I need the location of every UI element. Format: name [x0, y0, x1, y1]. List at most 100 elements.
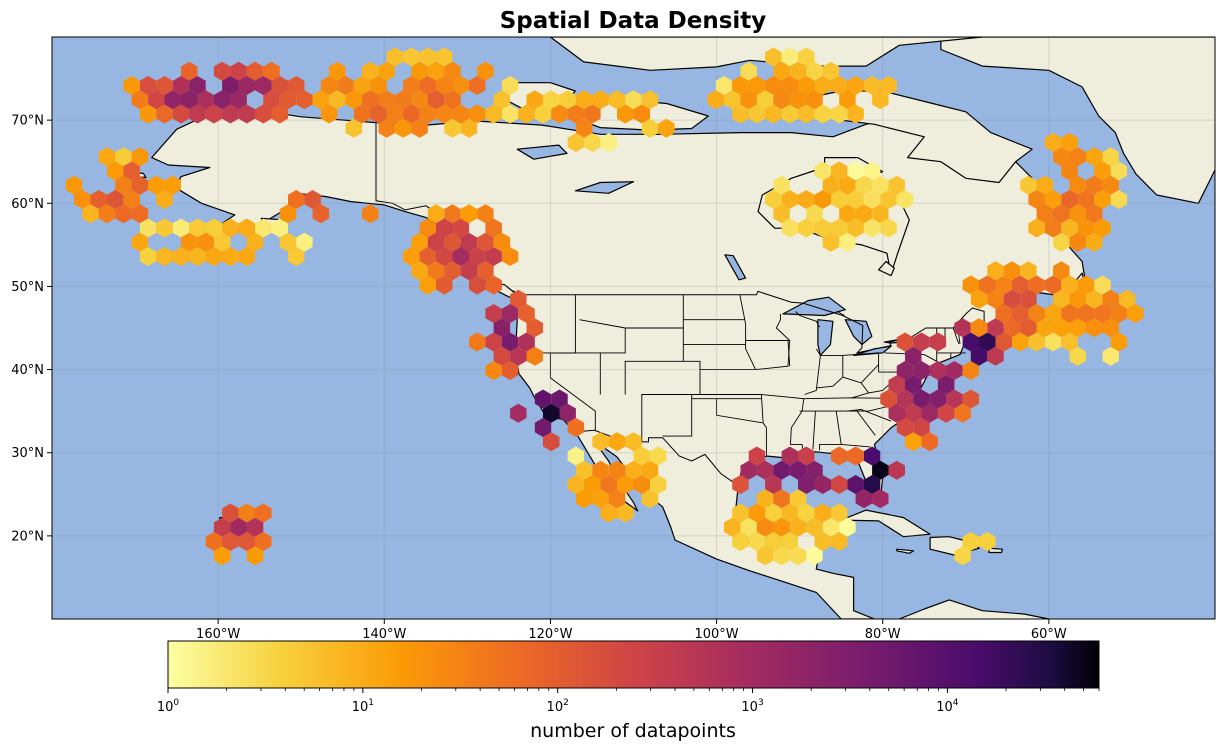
hex-cell	[1110, 190, 1128, 209]
hex-cell	[962, 361, 979, 380]
hex-cell	[567, 104, 585, 124]
hex-cell	[847, 218, 864, 238]
hex-cell	[115, 204, 132, 224]
hex-cell	[65, 175, 83, 195]
hex-cell	[460, 118, 478, 138]
hex-cell	[1102, 289, 1119, 309]
hex-cell	[436, 104, 453, 124]
hex-cell	[608, 432, 626, 452]
hex-cell	[205, 247, 223, 266]
hex-cell	[181, 90, 198, 110]
hex-cell	[551, 389, 568, 409]
hex-cell	[255, 532, 272, 551]
hex-cell	[312, 204, 330, 224]
hex-cell	[732, 503, 749, 523]
hex-cell	[584, 475, 601, 494]
hex-cell	[172, 104, 190, 124]
hex-cell	[460, 232, 478, 252]
hex-cell	[748, 104, 766, 124]
us-canada-border	[523, 290, 992, 354]
hex-cell	[831, 475, 848, 494]
hex-cell	[139, 76, 157, 95]
hex-cell	[263, 61, 280, 81]
hex-cell	[1053, 147, 1070, 167]
y-tick-label: 60°N	[11, 197, 44, 212]
hex-cell	[279, 232, 297, 252]
hex-cell	[238, 76, 255, 95]
hex-cell	[798, 475, 815, 494]
hex-cell	[814, 475, 831, 494]
hex-cell	[608, 460, 626, 480]
hex-cell	[798, 446, 815, 466]
hex-cell	[197, 232, 214, 252]
hex-cell	[839, 232, 856, 252]
hex-cell	[1044, 275, 1062, 295]
state-border-line	[819, 411, 842, 451]
hex-cell	[814, 104, 831, 124]
hex-cell	[1020, 289, 1037, 309]
hex-cell	[855, 204, 873, 224]
hex-cell	[288, 247, 305, 266]
hex-cell	[773, 61, 790, 81]
hex-cell	[131, 204, 149, 224]
hex-cell	[872, 90, 889, 110]
hex-cell	[279, 204, 297, 224]
hex-cell	[1044, 218, 1062, 238]
hex-cell	[633, 104, 650, 124]
hex-cell	[896, 418, 914, 437]
hex-cell	[469, 332, 486, 352]
hex-cell	[773, 546, 790, 566]
hex-cell	[575, 118, 593, 138]
hex-cell	[567, 418, 585, 437]
hex-cell	[288, 76, 305, 95]
hex-cell	[781, 503, 798, 523]
hex-cell	[946, 361, 963, 380]
hex-cell	[822, 61, 840, 81]
hex-cell	[139, 247, 157, 266]
hex-cell	[485, 218, 502, 238]
hex-cell	[139, 104, 157, 124]
hex-cell	[444, 118, 461, 138]
hex-cell	[740, 90, 757, 110]
hex-cell	[271, 218, 288, 238]
hex-cell	[765, 532, 782, 551]
hex-cell	[814, 190, 831, 209]
y-tick-label: 50°N	[11, 280, 44, 295]
map-plot-area	[52, 37, 1215, 619]
hex-cell	[732, 76, 749, 95]
hex-cell	[798, 503, 815, 523]
hex-cell	[913, 332, 930, 352]
hex-cell	[806, 90, 823, 110]
state-border-line	[775, 313, 791, 341]
hex-cell	[543, 432, 560, 452]
hex-cell	[82, 204, 99, 224]
hex-cell	[353, 104, 371, 124]
hex-cell	[1086, 318, 1103, 338]
hex-cell	[1028, 275, 1045, 295]
hex-cell	[847, 76, 864, 95]
hex-cell	[608, 489, 626, 509]
hex-cell	[156, 76, 173, 95]
hex-cell	[271, 104, 288, 124]
hex-cell	[501, 304, 519, 323]
hex-cell	[814, 503, 831, 523]
hex-cell	[148, 175, 165, 195]
hex-cell	[444, 90, 461, 110]
hex-cell	[534, 389, 552, 409]
hex-cell	[954, 318, 971, 338]
great-slave-lake	[574, 181, 635, 194]
hex-cell	[263, 90, 280, 110]
hex-cell	[213, 546, 231, 566]
hex-cell	[1003, 261, 1021, 281]
hex-cell	[1003, 289, 1021, 309]
hex-cell	[814, 161, 831, 181]
hex-cell	[222, 532, 239, 551]
hex-cell	[1102, 346, 1119, 366]
hex-cell	[419, 275, 436, 295]
hex-cell	[1053, 232, 1070, 252]
hex-cell	[732, 532, 749, 551]
hex-cell	[872, 175, 889, 195]
hex-cell	[641, 489, 659, 509]
hex-cell	[403, 76, 420, 95]
hex-cell	[798, 104, 815, 124]
